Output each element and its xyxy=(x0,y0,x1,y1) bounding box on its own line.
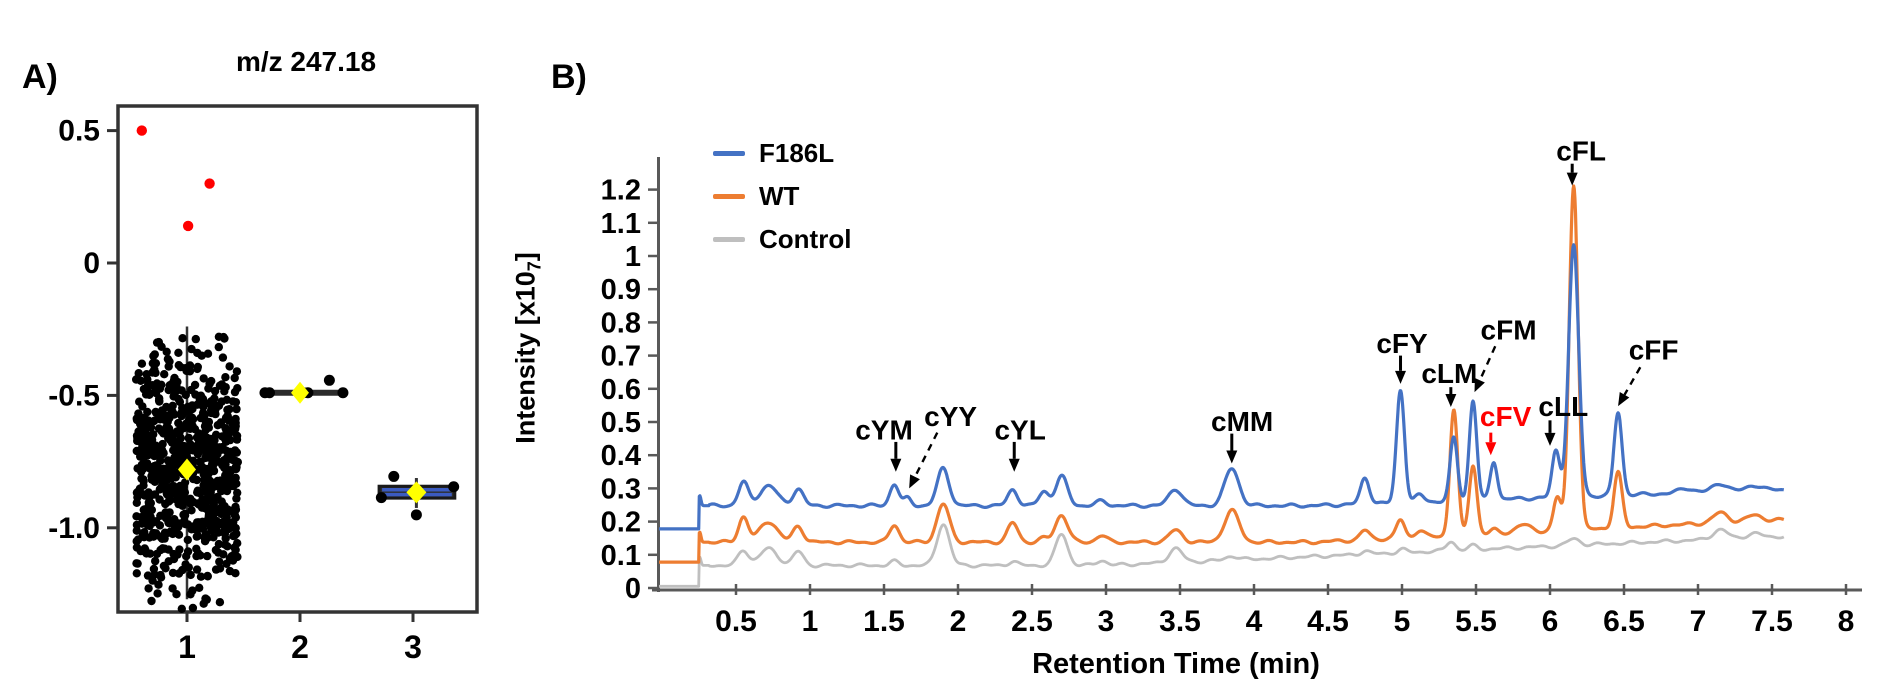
peak-label-cff: cFF xyxy=(1629,335,1679,366)
panel-b-x-tick-label: 4 xyxy=(1246,605,1263,638)
red-outlier-point xyxy=(204,178,215,189)
peak-arrowhead-cll xyxy=(1544,432,1556,446)
group3-point xyxy=(448,481,460,493)
panel-b-y-tick-label: 0.2 xyxy=(601,507,641,539)
panel-a-y-tick-label: -1.0 xyxy=(48,512,100,545)
panel-b-x-tick-label: 5.5 xyxy=(1455,605,1497,638)
panel-b-y-tick-label: 0.5 xyxy=(601,407,641,439)
peak-arrow-cyy xyxy=(913,432,939,478)
legend-swatch-control xyxy=(713,236,745,242)
panel-a-y-tick-label: -0.5 xyxy=(48,379,100,412)
panel-b-x-tick-label: 4.5 xyxy=(1307,605,1349,638)
peak-arrowhead-cym xyxy=(890,458,902,472)
panel-a-label: A) xyxy=(22,58,58,96)
legend-item-f186l: F186L xyxy=(713,138,851,168)
peak-arrow-cff xyxy=(1623,366,1642,396)
panel-b-x-tick-label: 7 xyxy=(1690,605,1707,638)
panel-b-y-tick-label: 1 xyxy=(625,241,641,273)
panel-a-x-tick-label: 1 xyxy=(178,629,196,665)
panel-a-y-tick-label: 0.5 xyxy=(58,115,100,148)
panel-a-x-tick-label: 2 xyxy=(291,629,309,665)
peak-arrowhead-cfl xyxy=(1566,172,1578,186)
panel-b-y-tick-label: 0.1 xyxy=(601,540,641,572)
panel-b-y-tick-label: 0.6 xyxy=(601,374,641,406)
panel-b-y-tick-label: 0.4 xyxy=(601,440,641,472)
peak-arrowhead-clm xyxy=(1445,394,1457,408)
legend: F186L WT Control xyxy=(713,138,851,254)
mean-diamond-marker xyxy=(178,458,196,481)
panel-b-y-tick-label: 0.3 xyxy=(601,473,641,505)
peak-label-cfl: cFL xyxy=(1556,135,1606,166)
panel-b-y-tick-label: 0.8 xyxy=(601,307,641,339)
peak-arrowhead-cff xyxy=(1618,392,1630,407)
panel-a-title: m/z 247.18 xyxy=(235,46,377,77)
panel-b-x-tick-label: 1 xyxy=(802,605,819,638)
peak-label-cyl: cYL xyxy=(994,414,1045,445)
group2-point xyxy=(323,374,335,386)
panel-b-y-tick-label: 0.9 xyxy=(601,274,641,306)
panel-b-x-tick-label: 2 xyxy=(950,605,967,638)
peak-arrowhead-cmm xyxy=(1226,450,1238,464)
panel-a-y-tick-label: 0 xyxy=(83,247,100,280)
panel-b-y-tick-label: 0 xyxy=(625,573,641,605)
peak-arrowhead-cfm xyxy=(1474,378,1485,393)
panel-b-x-tick-label: 3 xyxy=(1098,605,1115,638)
red-outlier-point xyxy=(182,220,194,232)
legend-item-wt: WT xyxy=(713,181,851,211)
legend-label-wt: WT xyxy=(759,180,800,211)
panel-b-y-tick-label: 1.2 xyxy=(601,175,641,207)
group3-point xyxy=(388,470,400,482)
panel-b-y-tick-label: 1.1 xyxy=(601,208,641,240)
mean-diamond-marker xyxy=(291,381,309,404)
legend-swatch-wt xyxy=(713,193,745,199)
panel-b-x-tick-label: 5 xyxy=(1394,605,1411,638)
legend-label-control: Control xyxy=(759,223,852,254)
group3-point xyxy=(410,509,422,521)
peak-arrowhead-cfy xyxy=(1395,370,1407,384)
panel-b-x-tick-label: 1.5 xyxy=(863,605,905,638)
trace-f186l xyxy=(658,243,1785,531)
trace-wt xyxy=(658,184,1785,564)
peak-label-cyy: cYY xyxy=(924,401,977,432)
group2-point xyxy=(263,387,275,399)
panel-b-y-tick-label: 0.7 xyxy=(601,341,641,373)
panel-b-x-tick-label: 6.5 xyxy=(1603,605,1645,638)
peak-label-cym: cYM xyxy=(855,414,913,445)
panel-b-x-tick-label: 2.5 xyxy=(1011,605,1053,638)
panel-b-x-tick-label: 0.5 xyxy=(715,605,757,638)
legend-swatch-f186l xyxy=(713,150,745,156)
peak-label-cfy: cFY xyxy=(1376,328,1428,359)
panel-a-plot-frame xyxy=(116,104,479,614)
peak-arrowhead-cyy xyxy=(909,474,920,489)
panel-b-x-tick-label: 7.5 xyxy=(1751,605,1793,638)
legend-label-f186l: F186L xyxy=(759,137,835,168)
trace-control xyxy=(658,523,1785,588)
panel-a-x-tick-label: 3 xyxy=(404,629,422,665)
mean-diamond-marker xyxy=(406,481,427,504)
panel-b-x-tick-label: 3.5 xyxy=(1159,605,1201,638)
panel-b-x-tick-label: 6 xyxy=(1542,605,1559,638)
panel-a-boxplot-chart: 0.5 0 -0.5 -1.0 1 2 3 xyxy=(48,104,479,665)
panel-b-x-tick-label: 8 xyxy=(1838,605,1855,638)
red-outlier-point xyxy=(136,125,147,136)
peak-label-clm: cLM xyxy=(1421,358,1477,389)
panel-b-label: B) xyxy=(551,58,587,96)
group3-point xyxy=(375,492,387,504)
peak-label-cfm: cFM xyxy=(1481,315,1537,346)
peak-arrow-cfm xyxy=(1478,345,1497,381)
peak-label-cmm: cMM xyxy=(1211,406,1273,437)
peak-label-cll: cLL xyxy=(1538,391,1588,422)
peak-arrowhead-cyl xyxy=(1008,458,1020,472)
group2-point xyxy=(337,387,349,399)
legend-item-control: Control xyxy=(713,224,851,254)
panel-b-x-axis-title: Retention Time (min) xyxy=(1032,648,1320,680)
peak-arrowhead-cfv xyxy=(1485,442,1497,456)
peak-label-cfv: cFV xyxy=(1480,401,1532,432)
